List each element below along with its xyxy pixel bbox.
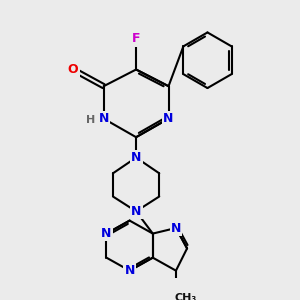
Text: N: N	[131, 205, 141, 218]
Text: N: N	[124, 264, 135, 277]
Text: N: N	[101, 227, 112, 240]
Text: N: N	[163, 112, 174, 125]
Text: N: N	[98, 112, 109, 125]
Text: O: O	[68, 63, 78, 76]
Text: F: F	[132, 32, 140, 45]
Text: H: H	[86, 116, 95, 125]
Text: N: N	[171, 221, 181, 235]
Text: N: N	[131, 151, 141, 164]
Text: CH₃: CH₃	[174, 293, 196, 300]
